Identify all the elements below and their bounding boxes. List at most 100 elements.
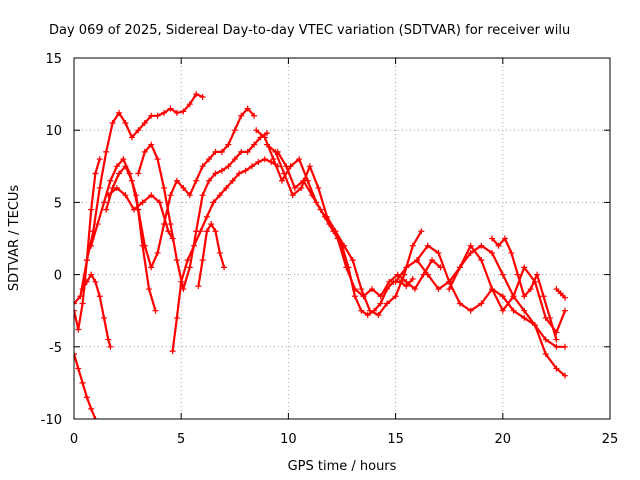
data-point [261,156,268,163]
x-tick-label: 10 [280,432,297,447]
x-tick-label: 25 [602,432,619,447]
series-s10 [195,221,228,290]
data-point [553,336,560,343]
y-tick-label: 15 [45,52,62,67]
data-point [88,242,95,249]
series-trace [74,352,97,419]
data-point [109,119,116,126]
data-point [212,170,219,177]
data-point [341,242,348,249]
data-point [88,405,95,412]
data-point [210,199,217,206]
data-point [79,300,86,307]
data-point [206,156,213,163]
data-point [377,300,384,307]
data-point [561,294,568,301]
data-point [116,109,123,116]
data-point [199,163,206,170]
data-point [446,286,453,293]
data-point [193,177,200,184]
data-point [103,148,110,155]
series-s7 [105,184,176,242]
data-point [527,286,534,293]
data-point [195,283,202,290]
data-point [411,286,418,293]
data-point [435,249,442,256]
data-point [92,278,99,285]
data-point [167,105,174,112]
y-tick-label: 10 [45,124,62,139]
series-s1 [74,351,99,419]
data-point [244,148,251,155]
data-point [218,167,225,174]
data-point [317,206,324,213]
data-point [191,242,198,249]
data-point [349,257,356,264]
series-s9 [169,156,281,355]
data-point [203,228,210,235]
data-point [521,293,528,300]
data-point [521,264,528,271]
data-point [101,314,108,321]
x-tick-label: 15 [387,432,404,447]
data-point [244,105,251,112]
data-point [135,170,142,177]
series-trace [491,237,558,341]
data-point [435,286,442,293]
data-point [315,184,322,191]
data-point [392,278,399,285]
data-point [546,314,553,321]
series-trace [74,158,101,331]
data-point [161,109,168,116]
data-point [141,119,148,126]
y-tick-label: -10 [41,413,62,428]
data-point [478,300,485,307]
data-point [369,286,376,293]
data-point [409,242,416,249]
data-point [300,177,307,184]
series-s13 [274,148,444,300]
data-point [148,141,155,148]
series-s17 [489,235,560,343]
data-point [263,130,270,137]
data-point [255,158,262,165]
data-point [122,163,129,170]
data-point [553,343,560,350]
data-point [414,257,421,264]
data-point [501,235,508,242]
data-point [467,249,474,256]
data-point [221,264,228,271]
data-point [94,221,101,228]
data-point [384,300,391,307]
data-point [96,184,103,191]
data-point [178,278,185,285]
data-point [308,192,315,199]
data-point [92,170,99,177]
data-point [83,278,90,285]
y-axis-title: SDTVAR / TECUs [7,185,22,292]
data-point [154,156,161,163]
data-point [152,307,159,314]
data-point [281,170,288,177]
data-point [467,242,474,249]
data-point [263,141,270,148]
data-point [229,177,236,184]
data-point [206,177,213,184]
data-point [446,278,453,285]
data-point [173,109,180,116]
data-point [186,264,193,271]
data-point [83,394,90,401]
series-s4 [74,91,206,307]
data-point [499,293,506,300]
data-point [216,249,223,256]
series-trace [448,244,567,334]
series-s16 [446,242,568,336]
data-point [351,286,358,293]
series-trace [105,107,256,269]
data-point [424,242,431,249]
x-tick-label: 20 [495,432,512,447]
data-point [79,379,86,386]
data-point [231,127,238,134]
data-point [364,312,371,319]
data-point [424,271,431,278]
